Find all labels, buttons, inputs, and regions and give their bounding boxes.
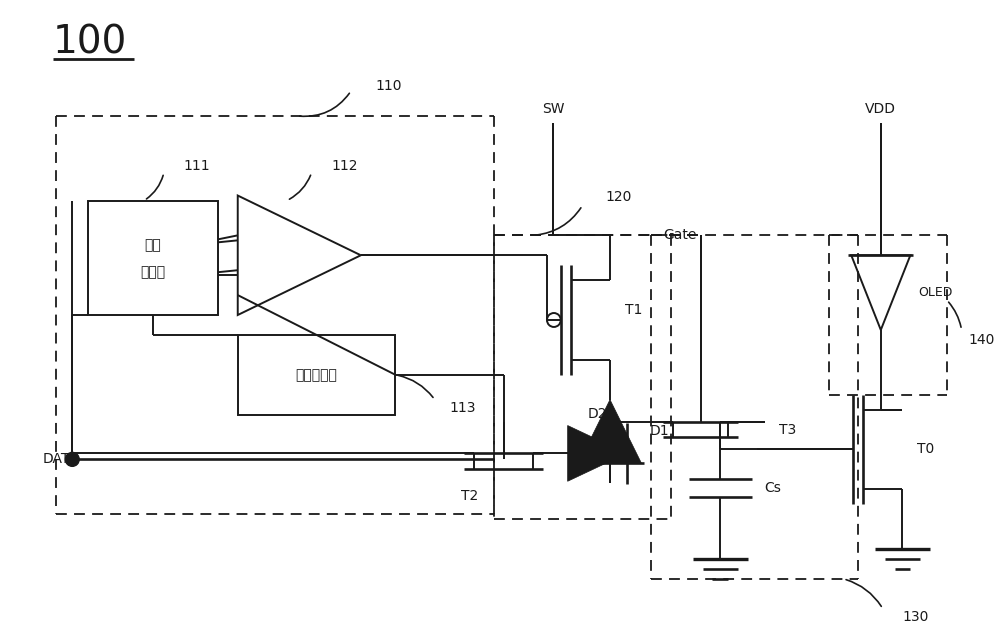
Text: T0: T0 (917, 443, 935, 456)
Text: 数据: 数据 (145, 238, 161, 252)
Text: DATA: DATA (43, 453, 79, 467)
Text: T3: T3 (779, 422, 797, 436)
Bar (238, 335, 395, 415)
Text: D2: D2 (587, 406, 607, 420)
Text: 110: 110 (376, 79, 402, 93)
Text: 140: 140 (968, 333, 995, 347)
Text: T2: T2 (461, 489, 478, 503)
Text: OLED: OLED (918, 285, 953, 299)
Polygon shape (568, 425, 627, 481)
Polygon shape (578, 399, 642, 463)
Text: 111: 111 (184, 158, 210, 172)
Circle shape (65, 453, 79, 467)
Text: 130: 130 (902, 610, 929, 624)
Text: 100: 100 (53, 23, 127, 61)
Text: 113: 113 (449, 401, 476, 415)
Text: 120: 120 (605, 190, 631, 204)
Text: Gate: Gate (663, 228, 697, 242)
Text: 电压生成器: 电压生成器 (296, 368, 337, 382)
Text: 112: 112 (331, 158, 358, 172)
Text: Cs: Cs (765, 481, 781, 495)
Text: 缓存器: 缓存器 (140, 265, 166, 279)
Text: D1: D1 (649, 425, 669, 439)
Text: SW: SW (542, 102, 564, 116)
Text: T1: T1 (625, 303, 642, 317)
Text: VDD: VDD (865, 102, 896, 116)
Bar (88, 200, 218, 315)
